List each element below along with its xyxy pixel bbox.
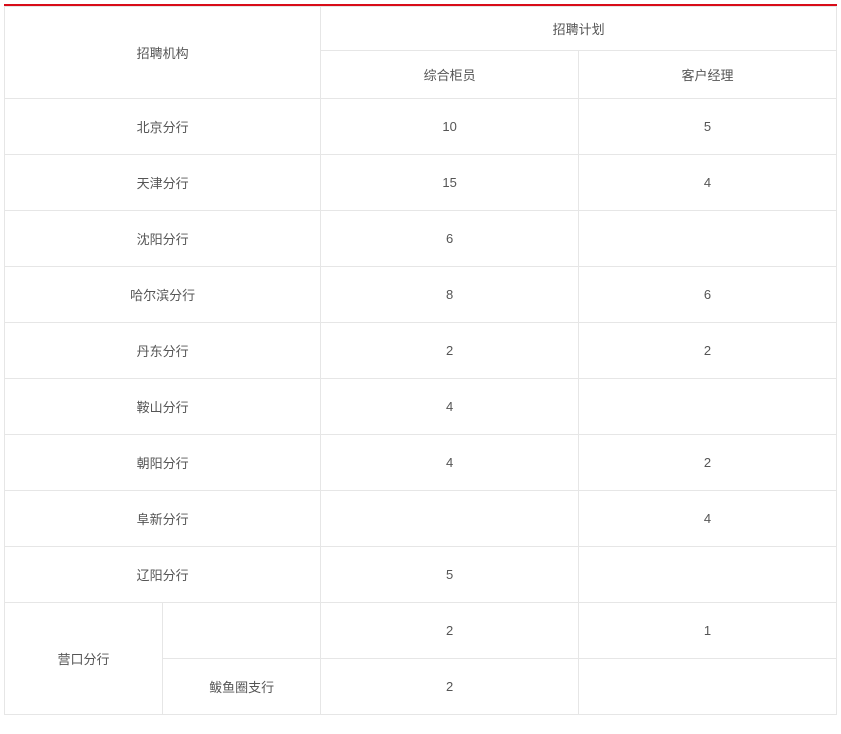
cell-manager: 6 [579,267,837,323]
cell-teller: 2 [321,603,579,659]
cell-institution: 朝阳分行 [5,435,321,491]
table-row: 天津分行 15 4 [5,155,837,211]
cell-teller [321,491,579,547]
cell-manager: 1 [579,603,837,659]
cell-institution: 哈尔滨分行 [5,267,321,323]
cell-institution-yingkou: 营口分行 [5,603,163,715]
cell-manager [579,379,837,435]
cell-institution: 辽阳分行 [5,547,321,603]
cell-sub-branch-empty [163,603,321,659]
table-row: 沈阳分行 6 [5,211,837,267]
cell-teller: 4 [321,379,579,435]
cell-manager [579,659,837,715]
cell-institution: 丹东分行 [5,323,321,379]
table-row: 哈尔滨分行 8 6 [5,267,837,323]
cell-teller: 4 [321,435,579,491]
cell-manager: 2 [579,435,837,491]
table-row: 北京分行 10 5 [5,99,837,155]
cell-manager: 2 [579,323,837,379]
header-col-teller: 综合柜员 [321,51,579,99]
recruitment-table: 招聘机构 招聘计划 综合柜员 客户经理 北京分行 10 5 天津分行 15 4 … [4,6,837,715]
header-col-manager: 客户经理 [579,51,837,99]
header-institution: 招聘机构 [5,7,321,99]
cell-institution: 北京分行 [5,99,321,155]
cell-institution: 阜新分行 [5,491,321,547]
cell-manager: 5 [579,99,837,155]
cell-manager: 4 [579,491,837,547]
cell-manager [579,547,837,603]
table-row: 阜新分行 4 [5,491,837,547]
cell-sub-branch: 鲅鱼圈支行 [163,659,321,715]
table-row: 朝阳分行 4 2 [5,435,837,491]
cell-teller: 2 [321,323,579,379]
cell-teller: 15 [321,155,579,211]
header-plan: 招聘计划 [321,7,837,51]
cell-teller: 10 [321,99,579,155]
table-row: 辽阳分行 5 [5,547,837,603]
table-row: 营口分行 2 1 [5,603,837,659]
cell-teller: 8 [321,267,579,323]
cell-teller: 6 [321,211,579,267]
cell-manager [579,211,837,267]
cell-teller: 5 [321,547,579,603]
cell-manager: 4 [579,155,837,211]
table-row: 鞍山分行 4 [5,379,837,435]
table-row: 丹东分行 2 2 [5,323,837,379]
cell-teller: 2 [321,659,579,715]
cell-institution: 鞍山分行 [5,379,321,435]
cell-institution: 沈阳分行 [5,211,321,267]
cell-institution: 天津分行 [5,155,321,211]
